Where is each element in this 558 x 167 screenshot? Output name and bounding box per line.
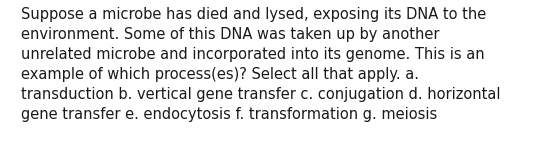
Text: Suppose a microbe has died and lysed, exposing its DNA to the
environment. Some : Suppose a microbe has died and lysed, ex… <box>21 7 501 122</box>
